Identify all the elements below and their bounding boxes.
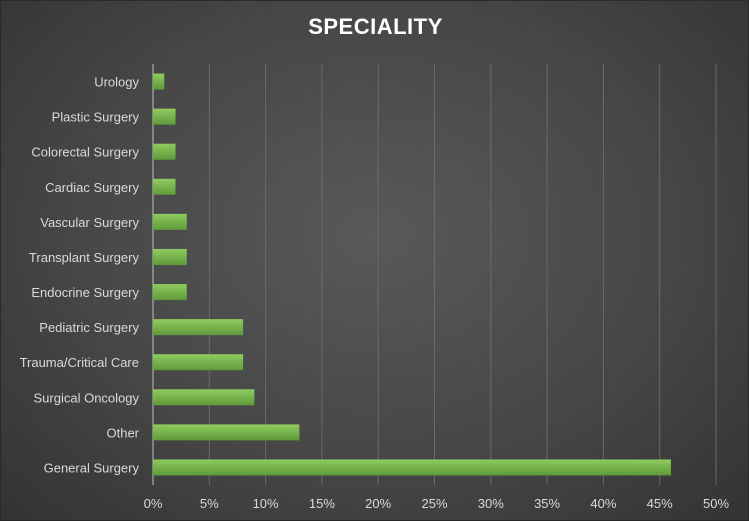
bar-endocrine-surgery [153, 284, 187, 301]
x-tick-label: 45% [647, 496, 673, 511]
bar-urology [153, 73, 165, 90]
x-tick-label: 25% [421, 496, 447, 511]
bar-cardiac-surgery [153, 178, 176, 195]
bar-transplant-surgery [153, 248, 187, 265]
category-label: Endocrine Surgery [31, 285, 139, 300]
category-label: Trauma/Critical Care [20, 355, 139, 370]
bar-general-surgery [153, 459, 671, 476]
x-tick-label: 10% [253, 496, 279, 511]
category-label: Surgical Oncology [34, 390, 140, 405]
x-tick-label: 40% [590, 496, 616, 511]
x-tick-label: 50% [703, 496, 729, 511]
bars [153, 73, 671, 476]
bar-other [153, 424, 300, 441]
x-tick-label: 5% [200, 496, 219, 511]
bar-pediatric-surgery [153, 319, 244, 336]
category-label: Cardiac Surgery [45, 180, 139, 195]
category-label: Other [106, 425, 139, 440]
bar-surgical-oncology [153, 389, 255, 406]
x-tick-labels: 0% 5% 10% 15% 20% 25% 30% 35% 40% 45% 50% [144, 496, 730, 511]
category-label: Pediatric Surgery [39, 320, 139, 335]
category-label: Plastic Surgery [52, 110, 140, 125]
category-labels: Urology Plastic Surgery Colorectal Surgery… [20, 75, 140, 476]
bar-colorectal-surgery [153, 143, 176, 160]
gridlines [152, 64, 717, 485]
category-label: General Surgery [44, 460, 140, 475]
x-tick-label: 30% [478, 496, 504, 511]
category-label: Vascular Surgery [40, 215, 139, 230]
x-tick-label: 35% [534, 496, 560, 511]
category-label: Colorectal Surgery [31, 145, 139, 160]
category-label: Urology [94, 75, 139, 90]
bar-vascular-surgery [153, 213, 187, 230]
x-tick-label: 0% [144, 496, 163, 511]
x-tick-label: 20% [365, 496, 391, 511]
bar-trauma-critical-care [153, 354, 244, 371]
category-label: Transplant Surgery [29, 250, 140, 265]
chart-title: SPECIALITY [308, 14, 443, 39]
bar-plastic-surgery [153, 108, 176, 125]
x-tick-label: 15% [309, 496, 335, 511]
